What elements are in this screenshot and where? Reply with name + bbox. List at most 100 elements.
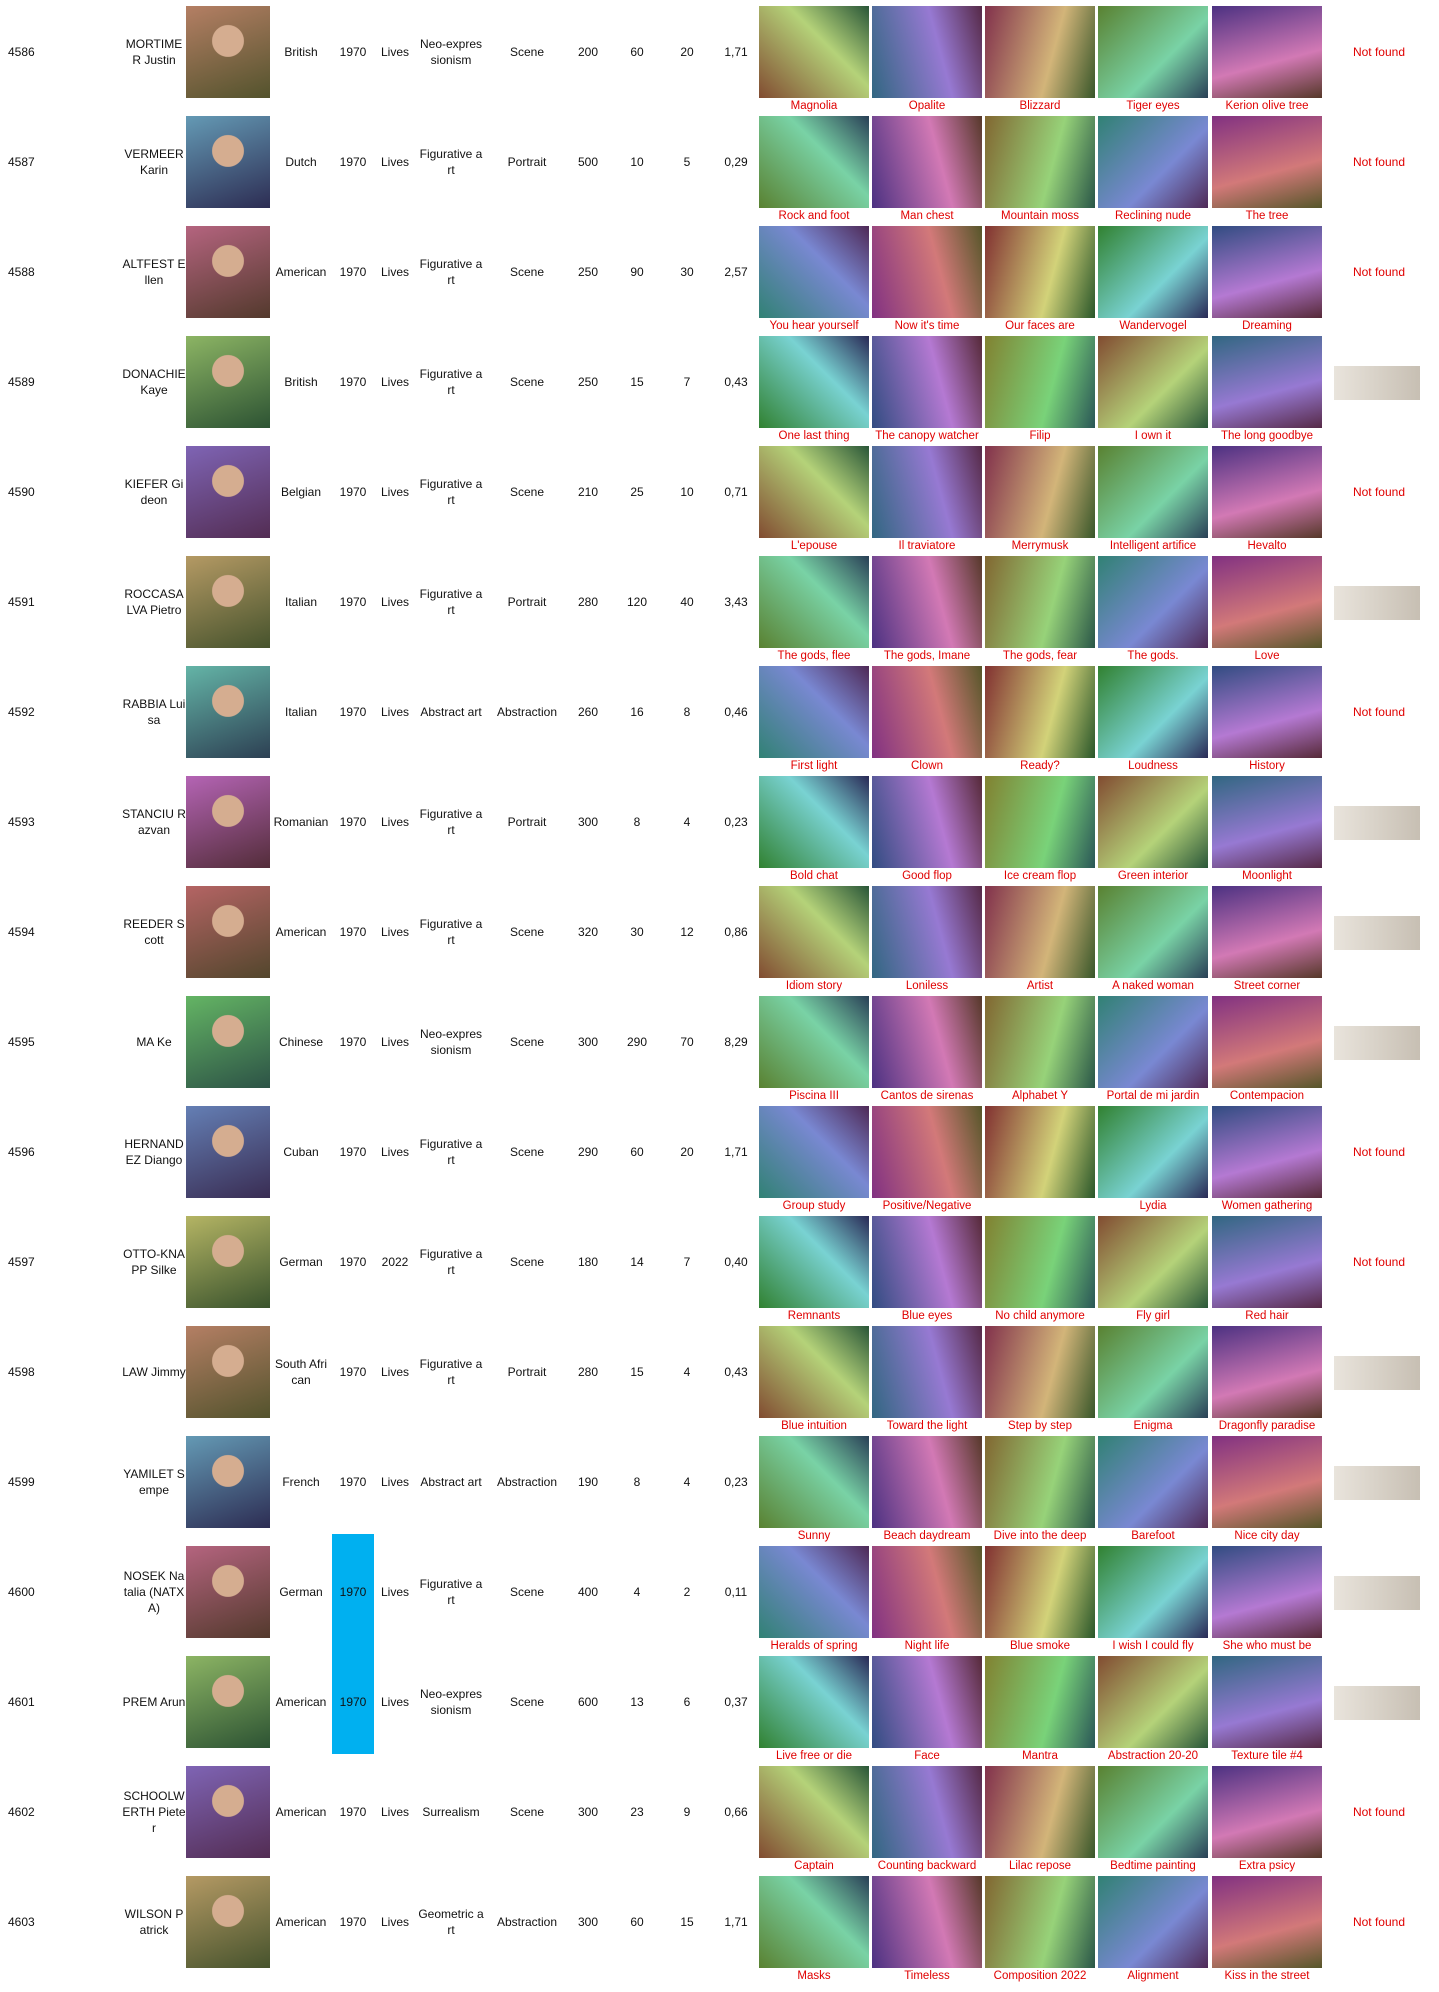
artwork-title: L'epouse <box>790 540 838 552</box>
genre: Scene <box>509 1255 545 1269</box>
artwork-title: Abstraction 20-20 <box>1107 1750 1199 1762</box>
death-year: Lives <box>380 375 409 389</box>
price: 300 <box>577 1035 599 1049</box>
artwork-title: Now it's time <box>894 320 960 332</box>
price: 280 <box>577 595 599 609</box>
artwork-title: Alphabet Y <box>1011 1090 1069 1102</box>
signature-status: Not found <box>1352 45 1406 59</box>
artist-name: LAW Jimmy <box>122 1365 186 1379</box>
artwork-title: Artist <box>1026 980 1054 992</box>
artwork-title: Bedtime painting <box>1110 1860 1196 1872</box>
artwork-image <box>1098 446 1208 538</box>
artwork-image <box>985 1216 1095 1308</box>
death-year: Lives <box>380 1365 409 1379</box>
artwork-image <box>759 886 869 978</box>
signature-image <box>1334 916 1420 950</box>
count-b: 20 <box>680 45 694 59</box>
artwork-image <box>759 6 869 98</box>
artwork-title: Idiom story <box>785 980 843 992</box>
price: 280 <box>577 1365 599 1379</box>
nationality: American <box>275 925 327 939</box>
nationality: Dutch <box>285 155 317 169</box>
movement: Figurative art <box>419 917 483 947</box>
movement: Neo-expressionism <box>419 37 483 67</box>
artist-name: ROCCASALVA Pietro <box>124 587 184 617</box>
nationality: American <box>275 1915 327 1929</box>
artist-photo <box>186 226 270 318</box>
artist-photo <box>186 1326 270 1418</box>
artist-id: 4587 <box>8 155 35 169</box>
artwork-image <box>1098 666 1208 758</box>
artist-name: KIEFER Gideon <box>124 477 184 507</box>
death-year: Lives <box>380 45 409 59</box>
artwork-image <box>759 996 869 1088</box>
artwork-title: Merrymusk <box>1011 540 1069 552</box>
count-a: 60 <box>630 1145 644 1159</box>
artwork-title: Clown <box>911 760 943 772</box>
artist-id: 4595 <box>8 1035 35 1049</box>
artwork-image <box>985 446 1095 538</box>
artwork-title: One last thing <box>778 430 850 442</box>
movement: Figurative art <box>419 1137 483 1167</box>
artwork-image <box>1212 1436 1322 1528</box>
count-a: 60 <box>630 1915 644 1929</box>
artist-name: REEDER Scott <box>123 917 185 947</box>
artwork-title: Step by step <box>1008 1420 1072 1432</box>
signature-image <box>1334 366 1420 400</box>
artwork-title: Positive/Negative <box>882 1200 972 1212</box>
artwork-image <box>759 446 869 538</box>
signature-status: Not found <box>1352 1145 1406 1159</box>
artwork-image <box>1212 1106 1322 1198</box>
artist-photo <box>186 1656 270 1748</box>
artwork-image <box>759 1766 869 1858</box>
count-b: 15 <box>680 1915 694 1929</box>
artist-photo <box>186 1216 270 1308</box>
birth-year: 1970 <box>339 1915 367 1929</box>
count-b: 6 <box>683 1695 691 1709</box>
birth-year: 1970 <box>339 1035 367 1049</box>
artwork-title: Night life <box>904 1640 950 1652</box>
artwork-image <box>1212 226 1322 318</box>
artist-name: OTTO-KNAPP Silke <box>123 1247 185 1277</box>
artwork-image <box>1212 666 1322 758</box>
birth-year: 1970 <box>339 1255 367 1269</box>
price: 300 <box>577 815 599 829</box>
birth-year: 1970 <box>339 705 367 719</box>
artist-id: 4592 <box>8 705 35 719</box>
artwork-image <box>985 226 1095 318</box>
price: 250 <box>577 375 599 389</box>
death-year: Lives <box>380 925 409 939</box>
artwork-title: She who must be <box>1222 1640 1312 1652</box>
artwork-title: The canopy watcher <box>875 430 979 442</box>
genre: Scene <box>509 1035 545 1049</box>
artwork-title: Alignment <box>1127 1970 1179 1982</box>
movement: Neo-expressionism <box>419 1687 483 1717</box>
price: 600 <box>577 1695 599 1709</box>
artwork-image <box>1098 1546 1208 1638</box>
ratio: 1,71 <box>724 1915 748 1929</box>
artwork-image <box>759 1216 869 1308</box>
artwork-title: Green interior <box>1117 870 1189 882</box>
movement: Neo-expressionism <box>419 1027 483 1057</box>
nationality: Belgian <box>280 485 322 499</box>
nationality: Italian <box>284 595 318 609</box>
movement: Abstract art <box>420 705 482 719</box>
artist-id: 4586 <box>8 45 35 59</box>
birth-year: 1970 <box>339 1585 367 1599</box>
artwork-image <box>1098 1436 1208 1528</box>
count-a: 90 <box>630 265 644 279</box>
artwork-image <box>872 556 982 648</box>
artwork-image <box>872 1436 982 1528</box>
ratio: 0,66 <box>724 1805 748 1819</box>
nationality: British <box>284 45 318 59</box>
price: 320 <box>577 925 599 939</box>
count-b: 2 <box>683 1585 691 1599</box>
artwork-image <box>1098 226 1208 318</box>
artwork-image <box>1212 1546 1322 1638</box>
artwork-image <box>985 1656 1095 1748</box>
death-year: Lives <box>380 815 409 829</box>
genre: Scene <box>509 1145 545 1159</box>
artwork-image <box>872 1106 982 1198</box>
artwork-title: The long goodbye <box>1220 430 1314 442</box>
artwork-title: Tiger eyes <box>1126 100 1180 112</box>
